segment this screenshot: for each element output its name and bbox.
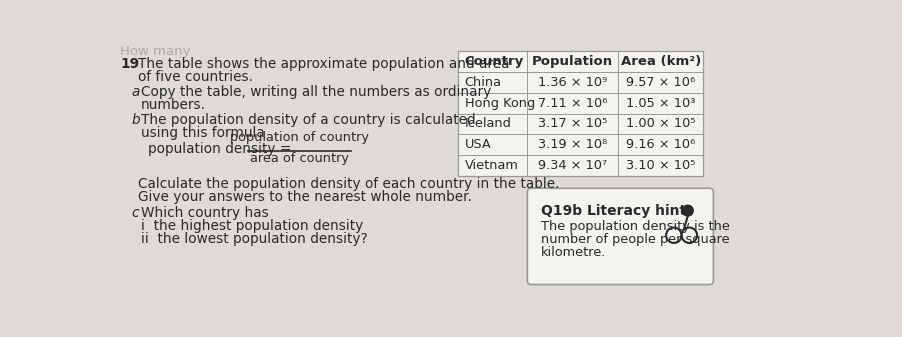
Text: Iceland: Iceland — [465, 118, 511, 130]
Text: Hong Kong: Hong Kong — [465, 97, 535, 110]
Text: Copy the table, writing all the numbers as ordinary: Copy the table, writing all the numbers … — [141, 85, 491, 99]
Text: 7.11 × 10⁶: 7.11 × 10⁶ — [538, 97, 607, 110]
Text: Which country has: Which country has — [141, 206, 269, 220]
Text: 3.10 × 10⁵: 3.10 × 10⁵ — [626, 159, 695, 172]
Text: The population density is the: The population density is the — [540, 220, 730, 233]
Text: numbers.: numbers. — [141, 98, 206, 112]
Text: 9.57 × 10⁶: 9.57 × 10⁶ — [626, 76, 695, 89]
Text: a: a — [132, 85, 140, 99]
Text: population density =: population density = — [149, 142, 291, 156]
Text: 3.17 × 10⁵: 3.17 × 10⁵ — [538, 118, 607, 130]
Text: Vietnam: Vietnam — [465, 159, 519, 172]
Text: Q19b Literacy hint: Q19b Literacy hint — [540, 205, 686, 218]
Text: using this formula: using this formula — [141, 126, 264, 140]
Bar — [458, 51, 704, 176]
Text: Area (km²): Area (km²) — [621, 55, 701, 68]
Text: kilometre.: kilometre. — [540, 246, 606, 259]
Text: 3.19 × 10⁸: 3.19 × 10⁸ — [538, 138, 607, 151]
Text: i  the highest population density: i the highest population density — [141, 219, 363, 233]
Text: How many: How many — [121, 45, 191, 58]
Text: b: b — [132, 113, 140, 127]
Text: Calculate the population density of each country in the table.: Calculate the population density of each… — [138, 177, 560, 191]
Text: USA: USA — [465, 138, 492, 151]
Text: c: c — [132, 206, 139, 220]
Circle shape — [683, 205, 694, 216]
Text: area of country: area of country — [250, 152, 349, 165]
Text: 9.34 × 10⁷: 9.34 × 10⁷ — [538, 159, 607, 172]
Text: China: China — [465, 76, 502, 89]
Text: 19: 19 — [121, 57, 140, 71]
Text: 1.05 × 10³: 1.05 × 10³ — [626, 97, 695, 110]
Text: ii  the lowest population density?: ii the lowest population density? — [141, 232, 367, 246]
Text: The population density of a country is calculated: The population density of a country is c… — [141, 113, 475, 127]
Text: 1.36 × 10⁹: 1.36 × 10⁹ — [538, 76, 607, 89]
Bar — [458, 51, 704, 176]
Text: population of country: population of country — [230, 131, 369, 144]
Text: number of people per square: number of people per square — [540, 233, 729, 246]
Text: 9.16 × 10⁶: 9.16 × 10⁶ — [626, 138, 695, 151]
Text: 1.00 × 10⁵: 1.00 × 10⁵ — [626, 118, 695, 130]
Text: The table shows the approximate population and area: The table shows the approximate populati… — [138, 57, 510, 71]
FancyBboxPatch shape — [528, 188, 713, 284]
Text: Population: Population — [532, 55, 612, 68]
Text: of five countries.: of five countries. — [138, 70, 253, 85]
Text: Country: Country — [465, 55, 524, 68]
Text: Give your answers to the nearest whole number.: Give your answers to the nearest whole n… — [138, 190, 473, 204]
